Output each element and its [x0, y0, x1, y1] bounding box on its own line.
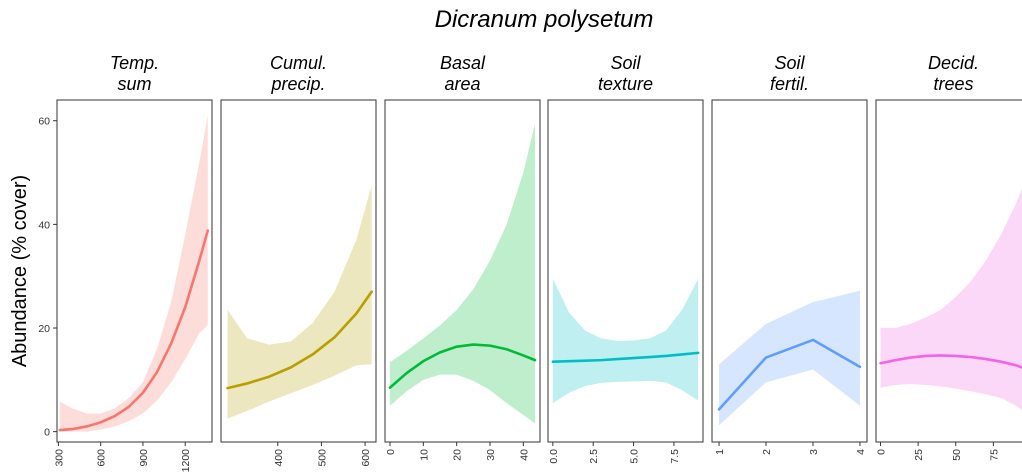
panel-border	[56, 99, 213, 443]
x-tick-label: 25	[913, 449, 925, 461]
facet-panel: Decid.trees0255075100	[875, 53, 1022, 461]
strip-label: texture	[598, 74, 653, 94]
y-tick-label: 40	[38, 219, 50, 231]
strip-label: Decid.	[928, 53, 979, 73]
strip-label: sum	[117, 74, 151, 94]
series-line	[717, 338, 862, 411]
panel-plot	[551, 278, 700, 404]
confidence-band	[59, 115, 208, 432]
x-tick-label: 400	[273, 449, 285, 467]
strip-label: area	[444, 74, 480, 94]
panel-border	[547, 99, 704, 443]
x-tick-label: 300	[53, 449, 65, 467]
x-tick-label: 2.5	[588, 449, 600, 464]
x-tick-label: 1200	[180, 449, 192, 473]
facet-panel: Temp.sum 300 600 900 1200	[53, 53, 213, 473]
x-tick-label: 10	[418, 449, 430, 461]
x-tick-label: 2	[761, 449, 773, 455]
facet-panel: Cumul.precip. 400 500 600	[220, 53, 377, 467]
chart-title: Dicranum polysetum	[435, 6, 654, 33]
panel-border	[220, 99, 377, 443]
x-tick-label: 4	[855, 449, 867, 455]
x-tick-label: 500	[316, 449, 328, 467]
confidence-band	[552, 278, 699, 404]
strip-label: precip.	[270, 74, 325, 94]
panel-border	[711, 99, 868, 443]
y-tick-label: 60	[38, 116, 50, 128]
y-tick-label: 20	[38, 323, 50, 335]
panel-border	[384, 99, 541, 443]
x-tick-label: 900	[138, 449, 150, 467]
x-tick-label: 3	[808, 449, 820, 455]
x-tick-label: 0	[876, 449, 888, 455]
x-tick-label: 5.0	[629, 449, 641, 464]
series-line	[58, 229, 210, 432]
strip-label: fertil.	[770, 74, 809, 94]
strip-label: Temp.	[110, 53, 159, 73]
series-line	[551, 351, 700, 363]
x-tick-label: 7.5	[669, 449, 681, 464]
strip-label: Cumul.	[270, 53, 327, 73]
x-tick-label: 0.0	[548, 449, 560, 464]
panel-plot	[226, 185, 373, 419]
confidence-band	[390, 123, 535, 424]
series-line	[388, 343, 537, 389]
panel-plot	[717, 290, 862, 426]
series-line	[226, 290, 373, 390]
panel-plot	[388, 123, 537, 424]
x-tick-label: 20	[452, 449, 464, 461]
series-line	[879, 354, 1022, 369]
panel-plot	[879, 189, 1022, 410]
x-tick-label: 50	[951, 449, 963, 461]
panel-plot	[58, 115, 210, 432]
x-tick-label: 1	[714, 449, 726, 455]
y-tick-label: 0	[44, 427, 50, 439]
strip-label: Basal	[440, 53, 486, 73]
x-tick-label: 0	[385, 449, 397, 455]
confidence-band	[227, 185, 372, 419]
strip-label: Soil	[774, 53, 805, 73]
confidence-band	[880, 189, 1022, 410]
x-tick-label: 600	[96, 449, 108, 467]
x-tick-label: 600	[360, 449, 372, 467]
y-axis: 0 20 40 60	[38, 116, 57, 439]
x-tick-label: 75	[988, 449, 1000, 461]
panel-border	[875, 99, 1022, 443]
confidence-band	[719, 290, 860, 426]
x-tick-label: 30	[485, 449, 497, 461]
strip-label: trees	[933, 74, 973, 94]
strip-label: Soil	[610, 53, 641, 73]
x-tick-label: 40	[518, 449, 530, 461]
y-axis-label: Abundance (% cover)	[9, 175, 31, 367]
